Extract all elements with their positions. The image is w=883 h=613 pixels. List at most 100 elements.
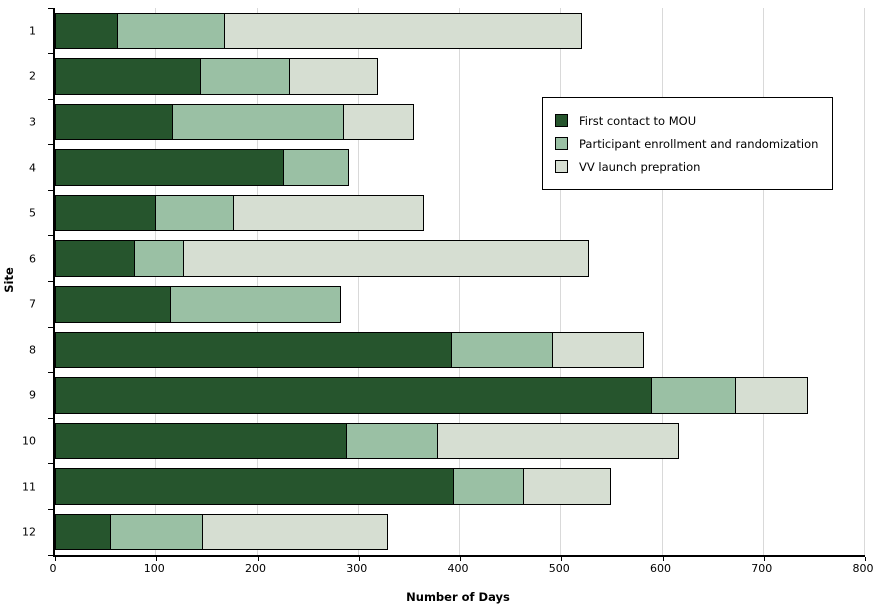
bar-row-site-10	[55, 418, 865, 464]
bar-segment	[109, 513, 203, 551]
bar-segment	[201, 513, 389, 551]
bar-row-site-7	[55, 282, 865, 328]
bar-segment	[133, 240, 184, 277]
x-tick-mark-800	[865, 557, 866, 561]
bar-segment	[55, 58, 201, 95]
x-tick-label-400: 400	[447, 562, 469, 575]
x-tick-mark-400	[460, 557, 461, 561]
x-axis-title: Number of Days	[406, 590, 510, 604]
x-tick-label-200: 200	[245, 562, 266, 575]
gridline-x-200	[256, 8, 258, 555]
bar-segment	[55, 103, 174, 141]
y-tick-label-11: 11	[22, 480, 36, 494]
bar-row-site-8	[55, 327, 865, 373]
bar-segment	[55, 12, 118, 50]
stacked-bar-site-8	[55, 331, 865, 369]
bar-segment	[55, 377, 653, 414]
y-tick-label-1: 1	[29, 24, 36, 38]
legend: First contact to MOU Participant enrollme…	[542, 97, 834, 190]
y-tick-mark-11	[48, 508, 53, 510]
bar-segment	[552, 331, 645, 369]
bar-rows	[55, 8, 865, 555]
stacked-bar-site-5	[55, 194, 865, 232]
y-tick-mark-3	[48, 144, 53, 146]
x-tick-mark-100	[156, 557, 158, 561]
legend-label: First contact to MOU	[579, 113, 697, 128]
stacked-bar-site-7	[55, 286, 865, 323]
bar-segment	[452, 468, 524, 505]
y-tick-label-5: 5	[29, 206, 36, 220]
y-tick-mark-7	[48, 326, 53, 328]
legend-swatch-icon	[555, 137, 568, 150]
bar-row-site-11	[55, 464, 865, 510]
bar-segment	[288, 58, 378, 95]
x-tick-mark-500	[561, 557, 563, 561]
stacked-bar-site-12	[55, 513, 865, 551]
bar-segment	[199, 58, 290, 95]
legend-label: Participant enrollment and randomization	[579, 136, 819, 151]
gridline-x-700	[762, 8, 764, 555]
gridline-x-800	[864, 8, 865, 555]
legend-item-0: First contact to MOU	[555, 109, 818, 132]
gridline-x-500	[560, 8, 562, 555]
bar-row-site-12	[55, 509, 865, 555]
bar-segment	[55, 240, 135, 277]
y-tick-label-6: 6	[29, 252, 36, 266]
y-tick-mark-2	[48, 98, 53, 100]
stacked-bar-site-9	[55, 377, 865, 414]
bar-row-site-4	[55, 145, 865, 191]
stacked-bar-site-3	[55, 103, 865, 141]
y-tick-mark-8	[48, 372, 53, 374]
legend-item-2: VV launch prepration	[555, 155, 818, 178]
y-tick-label-10: 10	[22, 434, 36, 448]
y-tick-labels: 1 2 3 4 5 6 7 8 9 10 11 12	[0, 8, 46, 555]
bar-segment	[155, 194, 235, 232]
bar-segment	[172, 103, 344, 141]
stacked-bar-site-2	[55, 58, 865, 95]
y-tick-mark-4	[48, 189, 53, 191]
legend-item-1: Participant enrollment and randomization	[555, 132, 818, 155]
bar-segment	[342, 103, 415, 141]
y-tick-label-8: 8	[29, 343, 36, 357]
gridline-x-400	[459, 8, 460, 555]
x-tick-mark-600	[662, 557, 664, 561]
y-tick-label-12: 12	[22, 525, 36, 539]
bar-segment	[224, 12, 582, 50]
bar-segment	[116, 12, 226, 50]
x-tick-labels: 0 100 200 300 400 500 600 700 800	[49, 562, 874, 578]
y-tick-mark-12	[48, 554, 53, 556]
legend-label: VV launch prepration	[579, 159, 701, 174]
x-tick-mark-700	[763, 557, 765, 561]
bar-segment	[55, 331, 452, 369]
bar-segment	[282, 149, 349, 186]
bar-segment	[450, 331, 554, 369]
stacked-bar-site-4	[55, 149, 865, 186]
stacked-bar-site-1	[55, 12, 865, 50]
bar-segment	[233, 194, 424, 232]
x-tick-mark-0	[55, 557, 56, 561]
legend-swatch-icon	[555, 160, 568, 173]
y-tick-label-4: 4	[29, 161, 36, 175]
stacked-bar-site-6	[55, 240, 865, 277]
bar-row-site-2	[55, 54, 865, 100]
bar-segment	[170, 286, 341, 323]
x-tick-label-800: 800	[852, 562, 874, 575]
bar-segment	[55, 286, 172, 323]
gridline-x-300	[357, 8, 359, 555]
bar-segment	[651, 377, 737, 414]
x-tick-label-100: 100	[143, 562, 165, 575]
bar-segment	[55, 149, 284, 186]
gridline-x-100	[155, 8, 157, 555]
gridline-x-600	[661, 8, 663, 555]
bar-segment	[55, 422, 347, 460]
y-tick-label-2: 2	[29, 69, 36, 83]
y-tick-mark-6	[48, 281, 53, 282]
x-tick-mark-300	[358, 557, 360, 561]
bar-row-site-9	[55, 373, 865, 419]
plot-area: First contact to MOU Participant enrollme…	[48, 7, 866, 561]
bar-row-site-1	[55, 8, 865, 54]
x-tick-label-0: 0	[49, 562, 57, 575]
bar-segment	[345, 422, 438, 460]
y-tick-label-9: 9	[29, 388, 36, 402]
